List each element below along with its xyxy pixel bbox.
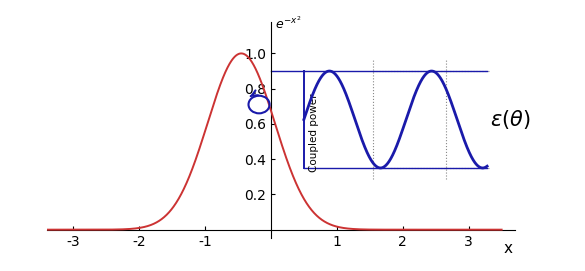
Text: $\varepsilon(\theta)$: $\varepsilon(\theta)$ xyxy=(490,108,531,131)
Text: x: x xyxy=(504,241,512,256)
Text: Coupled power: Coupled power xyxy=(309,93,319,172)
Text: $e^{-x^2}$: $e^{-x^2}$ xyxy=(275,15,301,32)
